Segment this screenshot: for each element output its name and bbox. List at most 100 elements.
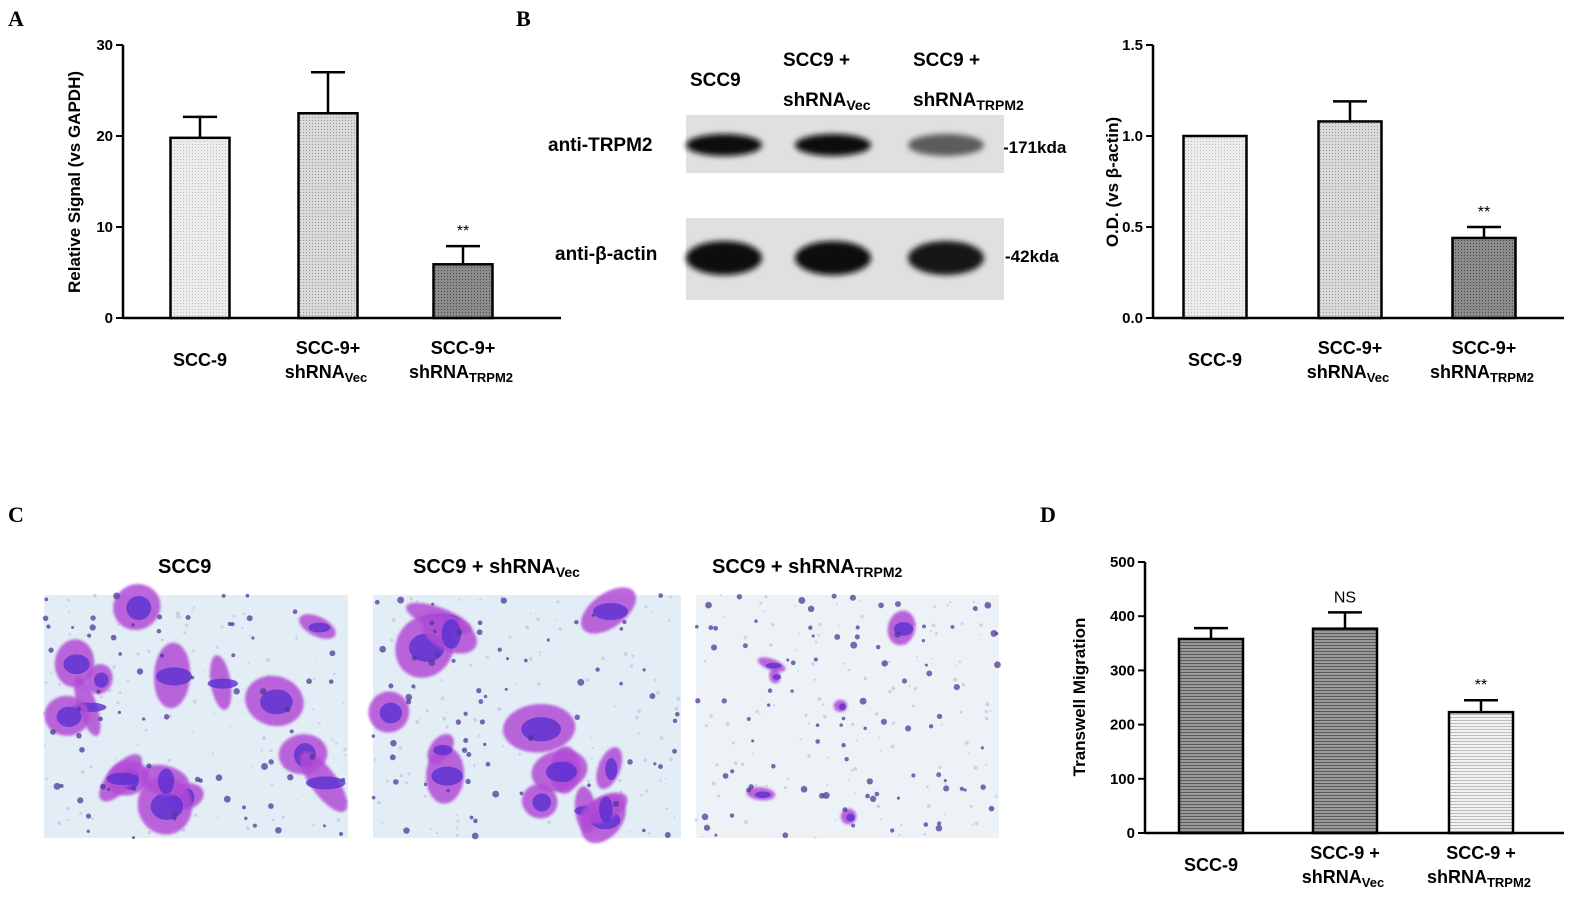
- background-speck: [771, 622, 775, 627]
- panel-label-b: B: [516, 6, 531, 31]
- pore-or-cell: [895, 601, 901, 608]
- background-speck: [979, 623, 983, 627]
- pore-or-cell: [972, 606, 978, 611]
- pore-or-cell: [231, 653, 236, 658]
- background-speck: [665, 807, 669, 810]
- pore-or-cell: [485, 761, 491, 767]
- background-speck: [949, 600, 952, 604]
- pore-or-cell: [379, 645, 386, 653]
- x-category-label-sub: shRNATRPM2: [409, 362, 513, 385]
- pore-or-cell: [259, 688, 267, 695]
- y-tick-label: 400: [1110, 608, 1135, 625]
- background-speck: [266, 657, 271, 662]
- pore-or-cell: [672, 718, 678, 724]
- background-speck: [425, 708, 430, 713]
- pore-or-cell: [479, 719, 486, 725]
- pore-or-cell: [42, 615, 49, 622]
- background-speck: [183, 631, 187, 635]
- x-category-label-sub: shRNAVec: [1307, 362, 1389, 385]
- background-speck: [769, 643, 773, 647]
- pore-or-cell: [59, 783, 64, 789]
- background-speck: [160, 638, 164, 642]
- x-category-label: SCC-9 +: [1446, 843, 1516, 863]
- background-speck: [842, 662, 845, 665]
- pore-or-cell: [627, 759, 633, 765]
- background-speck: [813, 678, 816, 681]
- background-speck: [601, 656, 605, 661]
- background-speck: [643, 758, 647, 762]
- pore-or-cell: [100, 783, 106, 790]
- significance-label: NS: [1334, 589, 1356, 606]
- background-speck: [971, 823, 974, 826]
- background-speck: [637, 709, 641, 713]
- pore-or-cell: [619, 627, 624, 631]
- background-speck: [995, 795, 998, 798]
- background-speck: [850, 768, 854, 772]
- background-speck: [773, 704, 776, 707]
- pore-or-cell: [937, 821, 942, 826]
- pore-or-cell: [131, 786, 137, 791]
- pore-or-cell: [44, 597, 49, 602]
- background-speck: [245, 826, 250, 831]
- background-speck: [878, 736, 881, 739]
- background-speck: [501, 745, 505, 748]
- y-tick-label: 1.5: [1122, 37, 1143, 54]
- background-speck: [970, 804, 973, 808]
- pore-or-cell: [451, 658, 456, 663]
- pore-or-cell: [198, 778, 203, 783]
- background-speck: [973, 765, 978, 770]
- chart-b-optical-density: 0.0 0.5 1.0 1.5 O.D. (vs β-actin) SCC-9 SCC-9+…: [1103, 37, 1564, 385]
- pore-or-cell: [172, 811, 178, 817]
- pore-or-cell: [483, 742, 487, 747]
- background-speck: [216, 816, 219, 818]
- background-speck: [834, 819, 836, 822]
- pore-or-cell: [863, 726, 867, 731]
- background-speck: [723, 616, 726, 618]
- background-speck: [733, 761, 738, 765]
- background-speck: [590, 757, 593, 760]
- background-speck: [926, 804, 931, 809]
- pore-or-cell: [869, 795, 877, 803]
- background-speck: [473, 717, 478, 722]
- panel-label-c: C: [8, 502, 24, 527]
- background-speck: [374, 758, 377, 762]
- background-speck: [335, 741, 338, 745]
- micrograph-scc9: [42, 584, 349, 840]
- background-speck: [944, 783, 947, 785]
- pore-or-cell: [463, 711, 468, 716]
- pore-or-cell: [591, 613, 595, 617]
- pore-or-cell: [397, 596, 405, 604]
- pore-or-cell: [922, 624, 926, 629]
- y-tick-label: 500: [1110, 554, 1135, 571]
- pore-or-cell: [469, 815, 474, 820]
- pore-or-cell: [642, 828, 646, 833]
- pore-or-cell: [658, 593, 664, 598]
- pore-or-cell: [79, 746, 85, 753]
- pore-or-cell: [329, 650, 336, 657]
- pore-or-cell: [935, 824, 943, 832]
- panel-label-d: D: [1040, 502, 1056, 527]
- background-speck: [67, 598, 71, 602]
- pore-or-cell: [980, 746, 984, 750]
- pore-or-cell: [842, 807, 848, 813]
- y-tick-label: 0.5: [1122, 219, 1143, 236]
- pore-or-cell: [800, 785, 808, 793]
- background-speck: [900, 823, 903, 827]
- y-tick-label: 200: [1110, 717, 1135, 734]
- pore-or-cell: [478, 699, 484, 704]
- pore-or-cell: [754, 619, 758, 623]
- stained-cell-core: [260, 689, 293, 715]
- background-speck: [880, 818, 883, 821]
- pore-or-cell: [527, 734, 534, 741]
- background-speck: [295, 798, 298, 801]
- background-speck: [989, 710, 992, 713]
- blot-lane-header-1: SCC9: [690, 70, 741, 91]
- background-speck: [623, 652, 628, 657]
- pore-or-cell: [730, 769, 735, 774]
- pore-or-cell: [675, 711, 680, 717]
- pore-or-cell: [292, 609, 298, 615]
- background-speck: [419, 718, 421, 720]
- pore-or-cell: [221, 593, 226, 598]
- background-speck: [455, 827, 459, 830]
- pore-or-cell: [87, 633, 92, 638]
